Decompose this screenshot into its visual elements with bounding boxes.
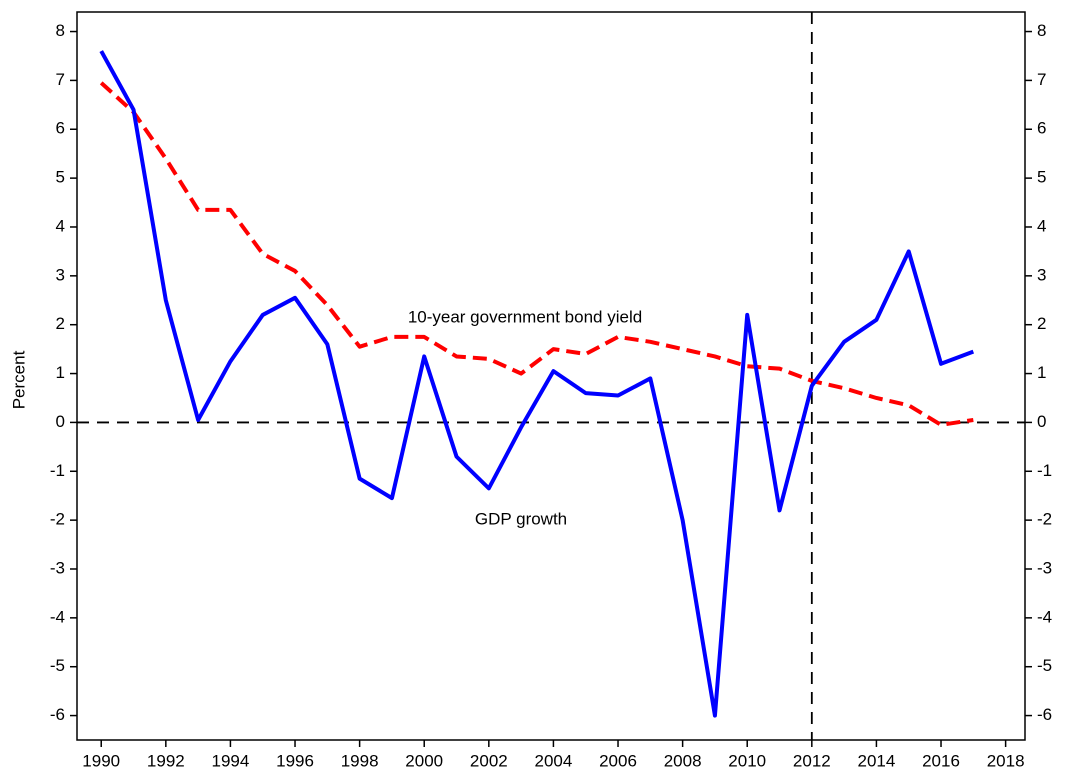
y-tick-label: 7 [56,70,65,89]
y-tick-label: -4 [50,607,65,626]
y2-tick-label: -6 [1037,705,1052,724]
y-tick-label: 5 [56,168,65,187]
x-tick-label: 2010 [728,751,766,770]
series-line [99,81,974,427]
y2-tick-label: -2 [1037,510,1052,529]
x-tick-label: 2016 [922,751,960,770]
y-tick-label: 6 [56,119,65,138]
y2-tick-label: 8 [1037,21,1046,40]
y2-tick-label: -3 [1037,558,1052,577]
y2-tick-label: 2 [1037,314,1046,333]
annotation: 10-year government bond yield [408,307,642,326]
x-tick-label: 2000 [405,751,443,770]
x-tick-label: 1998 [341,751,379,770]
x-tick-label: 2012 [793,751,831,770]
y2-tick-label: 0 [1037,412,1046,431]
y-tick-label: -6 [50,705,65,724]
x-tick-label: 1992 [147,751,185,770]
x-tick-label: 2014 [858,751,896,770]
y-tick-label: 1 [56,363,65,382]
y2-tick-label: 4 [1037,216,1046,235]
x-tick-label: 2002 [470,751,508,770]
y-axis-label: Percent [9,350,28,409]
y2-tick-label: 3 [1037,265,1046,284]
x-tick-label: 2004 [535,751,573,770]
y-tick-label: 2 [56,314,65,333]
y2-tick-label: 7 [1037,70,1046,89]
y-tick-label: -1 [50,461,65,480]
y-tick-label: -2 [50,510,65,529]
y-tick-label: 8 [56,21,65,40]
y2-tick-label: 6 [1037,119,1046,138]
y-tick-label: 0 [56,412,65,431]
y-tick-label: 4 [56,216,65,235]
plot-frame [76,11,1026,741]
x-tick-label: 2018 [987,751,1025,770]
x-tick-label: 1994 [212,751,250,770]
y2-tick-label: -4 [1037,607,1052,626]
y-tick-label: 3 [56,265,65,284]
annotation: GDP growth [475,509,567,528]
y2-tick-label: -5 [1037,656,1052,675]
x-tick-label: 2008 [664,751,702,770]
series-line [99,50,975,718]
y-tick-label: -3 [50,558,65,577]
x-tick-label: 1996 [276,751,314,770]
x-tick-label: 1990 [82,751,120,770]
y2-tick-label: -1 [1037,461,1052,480]
x-tick-label: 2006 [599,751,637,770]
y2-tick-label: 1 [1037,363,1046,382]
y-tick-label: -5 [50,656,65,675]
y2-tick-label: 5 [1037,168,1046,187]
